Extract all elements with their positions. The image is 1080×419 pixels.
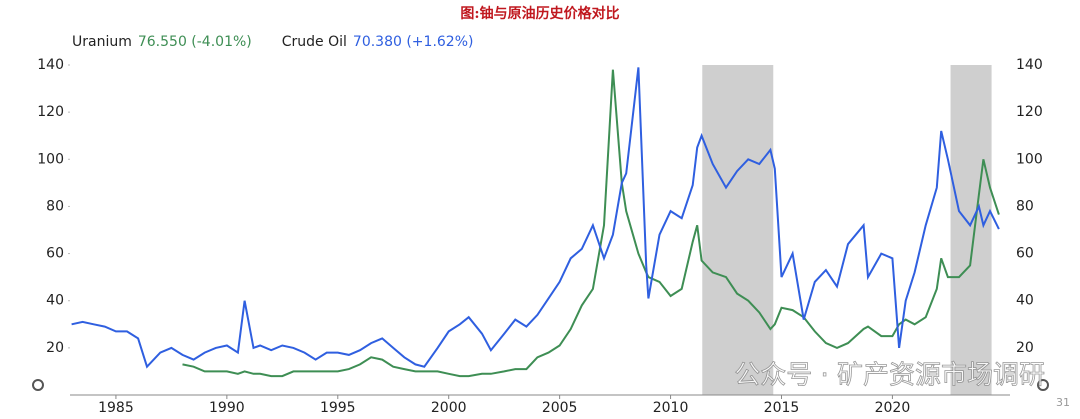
x-tick-label: 2020 [875, 400, 911, 416]
legend-value: 70.380 (+1.62%) [353, 34, 474, 50]
y-tick-label: 40 [46, 293, 64, 309]
x-tick-label: 2015 [764, 400, 800, 416]
legend-label: Uranium [72, 34, 132, 50]
y-tick-label: 100 [37, 151, 64, 167]
y2-tick-label: 20 [1016, 340, 1034, 356]
page-number: 31 [1056, 396, 1070, 409]
y2-tick-label: 80 [1016, 198, 1034, 214]
x-tick-label: 2000 [431, 400, 467, 416]
shaded-range [950, 65, 992, 395]
x-tick-label: 1990 [209, 400, 245, 416]
y2-tick-label: 100 [1016, 151, 1043, 167]
legend-value: 76.550 (-4.01%) [138, 34, 252, 50]
y-tick-label: 60 [46, 246, 64, 262]
line-series [71, 67, 1000, 369]
y2-tick-label: 120 [1016, 104, 1043, 120]
x-tick-label: 1985 [98, 400, 134, 416]
y-tick-label: 80 [46, 198, 64, 214]
y2-tick-label: 140 [1016, 57, 1043, 73]
x-tick-label: 2005 [542, 400, 578, 416]
chart-title: 图:铀与原油历史价格对比 [460, 5, 619, 22]
legend: Uranium 76.550 (-4.01%) Crude Oil 70.380 (+… [72, 34, 473, 50]
shaded-range [702, 65, 774, 395]
y2-tick-label: 40 [1016, 293, 1034, 309]
y-tick-label: 140 [37, 57, 64, 73]
x-tick-label: 2010 [653, 400, 689, 416]
y-tick-label: 20 [46, 340, 64, 356]
x-tick-label: 1995 [320, 400, 356, 416]
legend-label: Crude Oil [282, 34, 347, 50]
settings-icon[interactable] [1037, 379, 1049, 391]
y2-tick-label: 60 [1016, 246, 1034, 262]
y-tick-label: 120 [37, 104, 64, 120]
settings-icon[interactable] [32, 379, 44, 391]
line-series [182, 69, 1000, 378]
watermark: 公众号 · 矿产资源市场调研 [734, 361, 1045, 391]
